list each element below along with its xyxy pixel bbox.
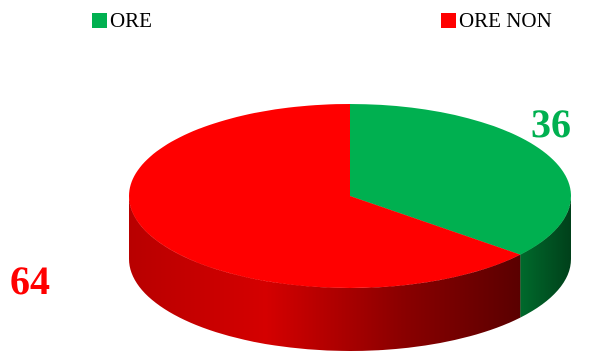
pie-side-ore-non [129,196,521,352]
data-label-ore: 36 [531,101,571,146]
legend-label-ore: ORE [110,8,152,32]
legend-swatch-ore [92,13,107,28]
legend-item-ore: ORE [92,8,152,33]
pie-slice-ore-non [129,104,521,288]
data-label-ore-non: 64 [10,258,50,303]
pie-top-faces [129,104,571,288]
pie-slice-ore [350,104,571,255]
pie-side-walls [129,196,571,352]
legend-item-ore-non: ORE NON [441,8,552,33]
legend-swatch-ore-non [441,13,456,28]
pie-side-ore [520,196,571,318]
legend-label-ore-non: ORE NON [459,8,552,32]
